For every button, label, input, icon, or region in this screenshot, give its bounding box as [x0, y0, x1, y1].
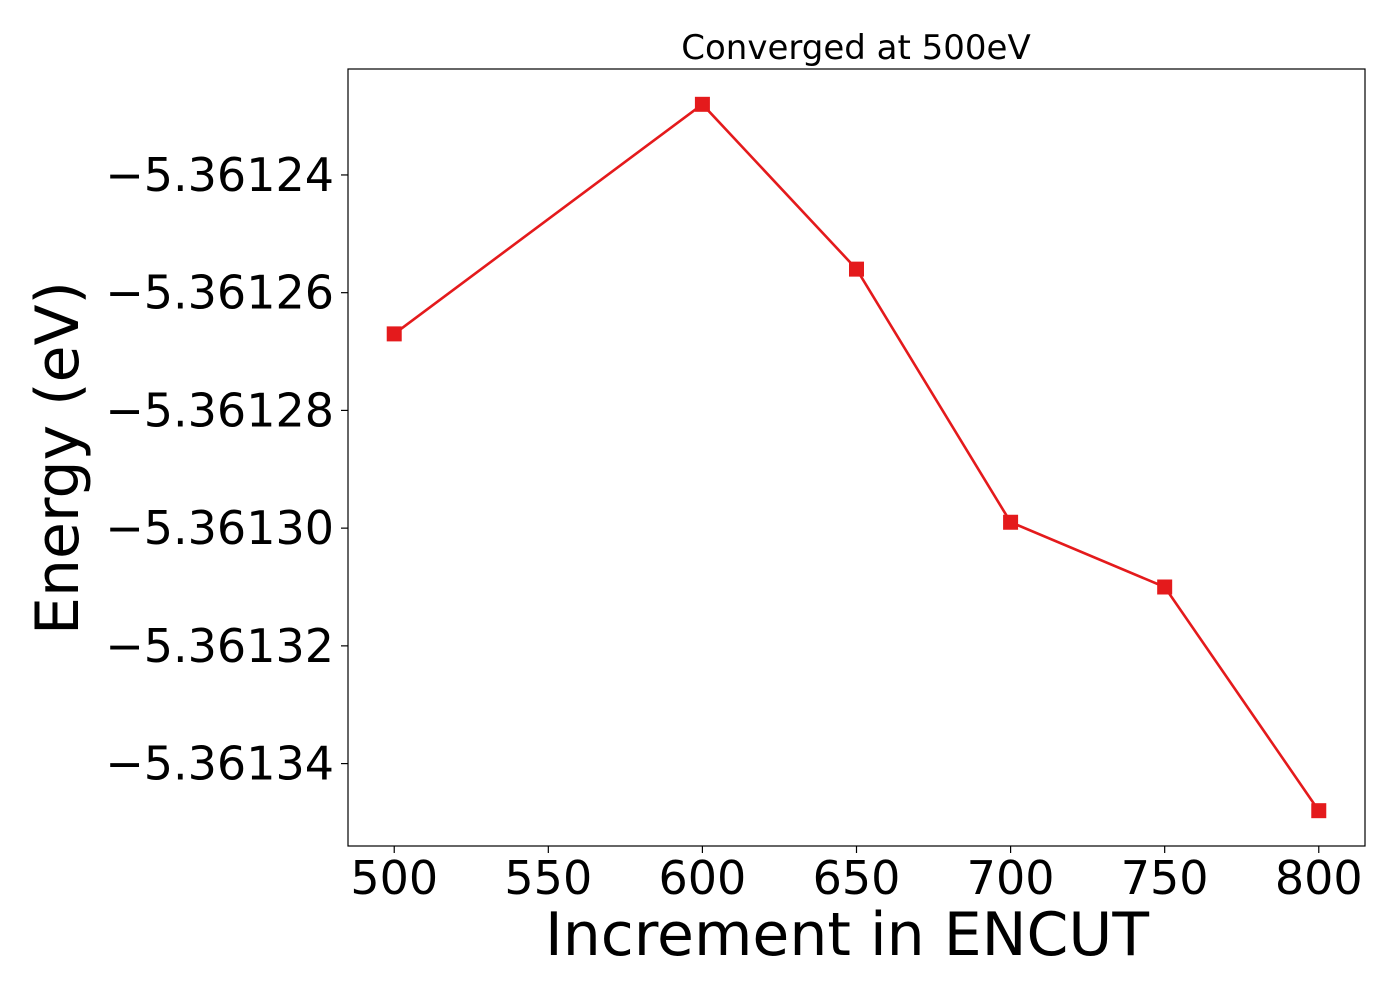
data-point-marker: [1003, 514, 1019, 530]
series-energy: [386, 96, 1327, 819]
y-axis-label: Energy (eV): [23, 281, 93, 635]
y-tick-label: −5.36124: [105, 148, 334, 202]
x-tick-label: 600: [659, 851, 747, 905]
y-tick-label: −5.36126: [105, 266, 334, 320]
x-tick-label: 750: [1121, 851, 1209, 905]
chart-title: Converged at 500eV: [681, 28, 1030, 68]
x-tick-label: 500: [350, 851, 438, 905]
y-tick-label: −5.36134: [105, 737, 334, 791]
data-point-marker: [849, 261, 864, 277]
data-point-marker: [386, 326, 402, 342]
data-point-marker: [1157, 579, 1173, 595]
series-line: [393, 103, 1320, 812]
y-tick-label: −5.36128: [105, 383, 334, 437]
x-tick-label: 800: [1275, 851, 1363, 905]
x-tick-label: 550: [504, 851, 592, 905]
x-axis-label: Increment in ENCUT: [545, 900, 1149, 970]
y-tick-label: −5.36130: [105, 501, 334, 555]
data-point-marker: [1311, 803, 1327, 819]
plot-area-frame: [347, 68, 1366, 847]
x-axis-ticks: 500 550 600 650 700 750 800: [350, 846, 1363, 905]
y-tick-label: −5.36132: [105, 619, 334, 673]
data-point-marker: [694, 96, 710, 112]
x-tick-label: 700: [967, 851, 1055, 905]
x-tick-label: 650: [813, 851, 901, 905]
y-axis-ticks: −5.36124 −5.36126 −5.36128 −5.36130 −5.36132…: [105, 148, 348, 791]
